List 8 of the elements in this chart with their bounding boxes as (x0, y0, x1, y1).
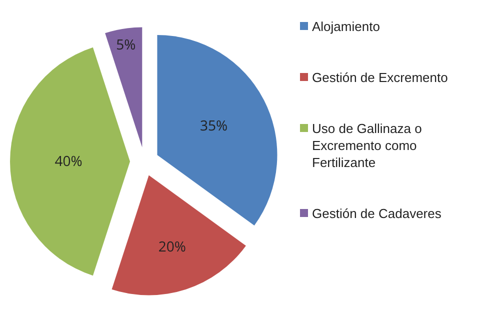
legend-label: Gestión de Excremento (312, 69, 448, 86)
data-label: 40% (54, 152, 82, 171)
data-label: 5% (116, 35, 136, 54)
legend-label: Uso de Gallinaza o Excremento como Fertilizante (312, 120, 423, 171)
data-label: 20% (158, 238, 186, 257)
legend-label: Gestión de Cadaveres (312, 205, 442, 222)
data-label: 35% (200, 116, 228, 136)
legend-label: Alojamiento (312, 18, 380, 35)
